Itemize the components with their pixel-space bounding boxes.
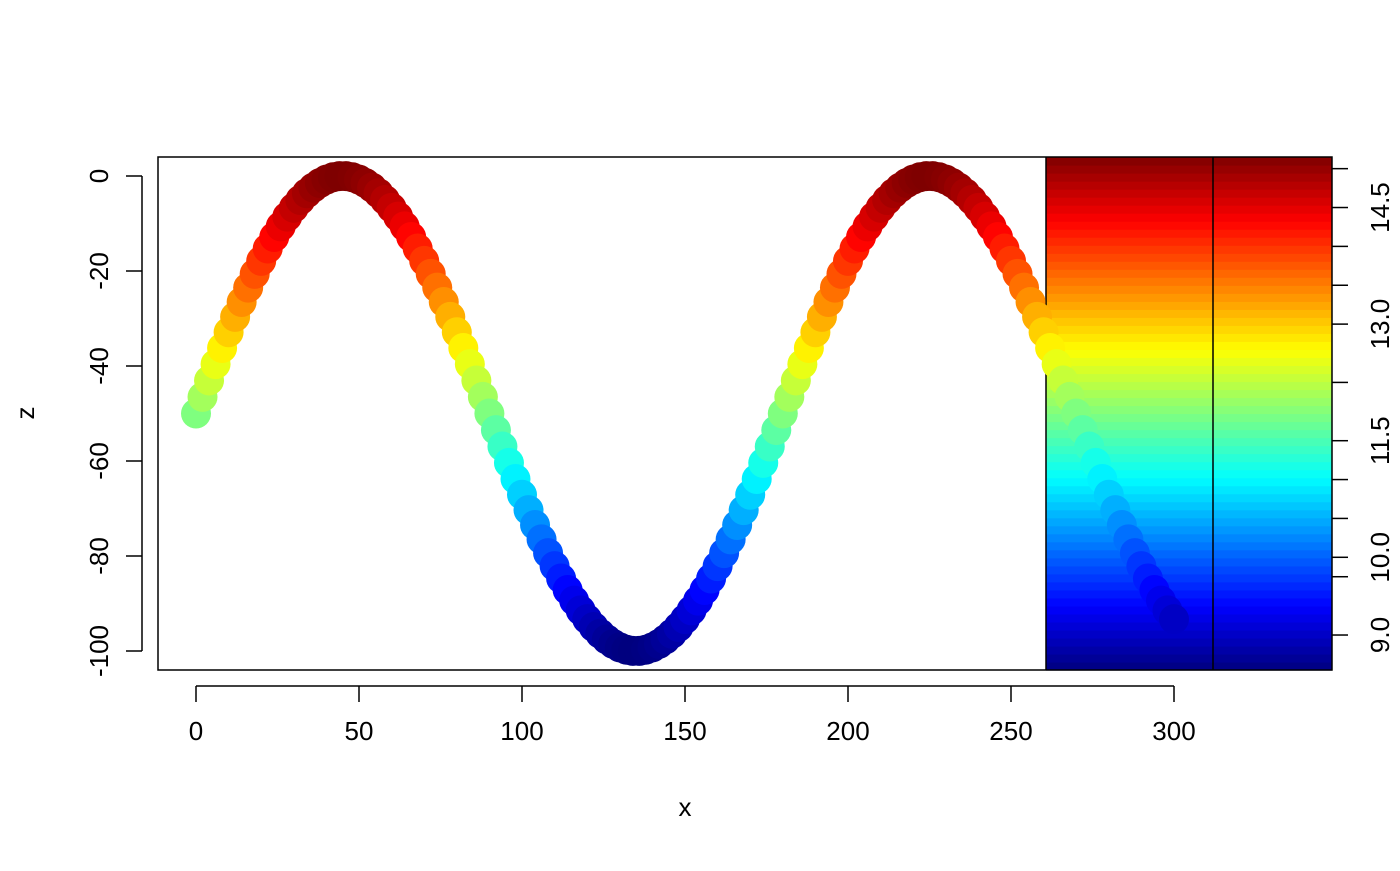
colorbar-band [1046, 205, 1332, 214]
colorbar-band [1046, 621, 1332, 631]
colorbar-band [1046, 277, 1332, 286]
x-tick-label: 50 [345, 716, 374, 746]
colorbar-band [1046, 157, 1332, 166]
x-tick-label: 0 [189, 716, 203, 746]
x-tick-label: 300 [1152, 716, 1195, 746]
colorbar-band [1046, 237, 1332, 246]
y-tick-label: -40 [84, 347, 114, 385]
colorbar-band [1046, 181, 1332, 190]
colorbar-tick-label: 9.0 [1365, 617, 1395, 653]
colorbar-band [1046, 269, 1332, 278]
colorbar-band [1046, 357, 1332, 367]
y-tick-label: -20 [84, 252, 114, 290]
colorbar-band [1046, 309, 1332, 318]
colorbar-band [1046, 549, 1332, 559]
colorbar-band [1046, 525, 1332, 535]
y-tick-label: -100 [84, 625, 114, 677]
colorbar-band [1046, 261, 1332, 270]
colorbar-band [1046, 429, 1332, 439]
colorbar-band [1046, 461, 1332, 471]
colorbar-band [1046, 373, 1332, 383]
colorbar-band [1046, 565, 1332, 575]
colorbar-band [1046, 573, 1332, 583]
y-tick-label: -60 [84, 442, 114, 480]
colorbar-band [1046, 453, 1332, 463]
colorbar-band [1046, 381, 1332, 391]
x-tick-label: 150 [663, 716, 706, 746]
colorbar-band [1046, 477, 1332, 487]
colorbar-tick-label: 13.0 [1365, 299, 1395, 350]
colorbar-band [1046, 189, 1332, 198]
colorbar-band [1046, 229, 1332, 238]
colorbar-band [1046, 341, 1332, 350]
colorbar-band [1046, 629, 1332, 639]
colorbar-tick-label: 14.5 [1365, 182, 1395, 233]
x-tick-label: 200 [826, 716, 869, 746]
colorbar-band [1046, 589, 1332, 599]
colorbar-band [1046, 405, 1332, 415]
colorbar-band [1046, 557, 1332, 567]
colorbar-band [1046, 365, 1332, 375]
colorbar-band [1046, 349, 1332, 358]
colorbar-band [1046, 509, 1332, 519]
colorbar-band [1046, 317, 1332, 326]
colorbar: 9.0 10.0 11.5 13.0 14.5 [1045, 157, 1395, 671]
colorbar-band [1046, 389, 1332, 399]
axes: 0 50 100 150 200 250 300 0 -20 -40 -60 -80 -100 [84, 169, 1196, 746]
y-tick-label: 0 [84, 169, 114, 183]
colorbar-band [1046, 221, 1332, 230]
colorbar-band [1046, 293, 1332, 302]
colorbar-band [1046, 285, 1332, 294]
colorbar-band [1046, 605, 1332, 615]
data-point [1159, 604, 1189, 635]
colorbar-band [1046, 469, 1332, 479]
colorbar-tick-label: 10.0 [1365, 532, 1395, 583]
colorbar-band [1046, 581, 1332, 591]
colorbar-band [1046, 301, 1332, 310]
colorbar-band [1046, 245, 1332, 254]
colorbar-band [1046, 173, 1332, 182]
colorbar-band [1046, 413, 1332, 423]
colorbar-band [1046, 533, 1332, 543]
colorbar-tick-label: 11.5 [1365, 416, 1395, 465]
colorbar-band [1046, 517, 1332, 527]
colorbar-band [1046, 213, 1332, 222]
colorbar-band [1046, 421, 1332, 431]
colorbar-band [1046, 645, 1332, 655]
x-tick-label: 100 [500, 716, 543, 746]
colorbar-band [1046, 197, 1332, 206]
colorbar-band [1046, 661, 1332, 671]
colorbar-band [1046, 333, 1332, 342]
x-tick-label: 250 [989, 716, 1032, 746]
colorbar-band [1046, 493, 1332, 503]
colorbar-band [1046, 637, 1332, 647]
colorbar-band [1046, 653, 1332, 663]
colorbar-band [1046, 165, 1332, 174]
colorbar-band [1046, 597, 1332, 607]
plot-frame [157, 156, 1333, 671]
colorbar-band [1046, 501, 1332, 511]
data-points [181, 161, 1189, 666]
colorbar-band [1046, 541, 1332, 551]
colorbar-band [1046, 325, 1332, 334]
x-axis-label: x [679, 792, 692, 822]
y-tick-label: -80 [84, 537, 114, 575]
colorbar-band [1046, 445, 1332, 455]
colorbar-band [1046, 397, 1332, 407]
colorbar-band [1046, 613, 1332, 623]
colorbar-band [1046, 437, 1332, 447]
y-axis-label: z [10, 407, 40, 420]
colorbar-band [1046, 485, 1332, 495]
colorbar-band [1046, 253, 1332, 262]
